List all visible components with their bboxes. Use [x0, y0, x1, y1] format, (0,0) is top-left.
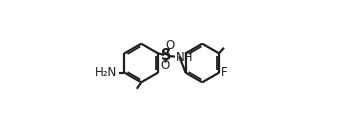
Text: O: O	[165, 39, 174, 53]
Text: H₂N: H₂N	[95, 66, 117, 79]
Text: NH: NH	[176, 51, 194, 64]
Text: S: S	[161, 48, 172, 63]
Text: F: F	[221, 66, 228, 79]
Text: O: O	[161, 59, 170, 72]
